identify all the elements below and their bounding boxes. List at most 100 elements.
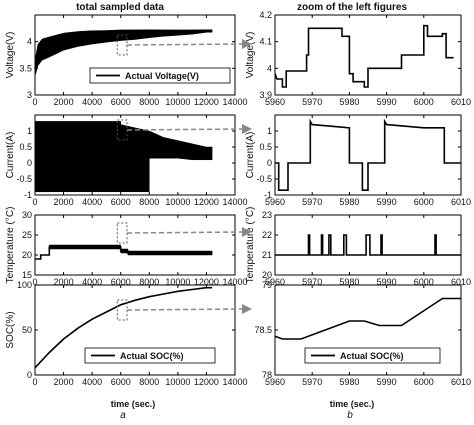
y-axis-label: Voltage(V) xyxy=(5,32,16,79)
x-tick-label: 0 xyxy=(32,197,37,207)
series-band-L2 xyxy=(34,121,213,193)
y-tick-label: 3 xyxy=(27,90,32,100)
panel-R4: 5960 5970 5980 5990 6000 6010 78 78.5 79 Actual S… xyxy=(254,280,471,387)
series-line-R1 xyxy=(274,24,454,88)
zoom-box xyxy=(116,222,128,244)
x-tick-label: 4000 xyxy=(82,97,102,107)
y-tick-label: 25 xyxy=(22,230,32,240)
x-tick-label: 14000 xyxy=(222,277,247,287)
panel-R1: 5960 5970 5980 5990 6000 6010 3.9 4 4.1 4.2 Voltag… xyxy=(245,10,471,107)
zoom-arrow-head xyxy=(242,39,252,49)
x-tick-label: 12000 xyxy=(194,97,219,107)
x-tick-label: 2000 xyxy=(54,277,74,287)
panel-R2: 5960 5970 5980 5990 6000 6010 -1 -0.5 0 0.5 1 Curre… xyxy=(245,114,471,207)
y-tick-label: 20 xyxy=(22,250,32,260)
y-tick-label: 4 xyxy=(27,37,32,47)
zoom-arrow-head xyxy=(242,124,252,134)
x-tick-label: 10000 xyxy=(165,277,190,287)
zoom-indicator-L3 xyxy=(116,222,252,244)
x-tick-label: 5990 xyxy=(377,377,397,387)
x-tick-label: 0 xyxy=(32,97,37,107)
x-tick-label: 14000 xyxy=(222,377,247,387)
y-tick-label: 4 xyxy=(267,63,272,73)
zoom-arrow-line xyxy=(126,308,243,311)
x-tick-label: 5970 xyxy=(302,197,322,207)
zoom-box xyxy=(116,34,128,56)
x-tick-label: 4000 xyxy=(82,277,102,287)
axes-frame xyxy=(274,214,462,276)
x-tick-label: 14000 xyxy=(222,197,247,207)
panel-L2: 0 2000 4000 6000 8000 10000 12000 14000 -1 -0.5 0 0… xyxy=(5,114,248,207)
y-tick-label: 78.5 xyxy=(254,325,272,335)
y-tick-label: -0.5 xyxy=(256,174,272,184)
y-axis-label: SOC(%) xyxy=(5,311,16,348)
left-xlabel: time (sec.) xyxy=(111,399,156,409)
x-tick-label: 4000 xyxy=(82,377,102,387)
y-tick-label: 23 xyxy=(262,210,272,220)
x-tick-label: 6000 xyxy=(111,97,131,107)
series-line-R4 xyxy=(274,297,461,340)
x-tick-label: 5980 xyxy=(339,197,359,207)
legend-label: Actual SOC(%) xyxy=(340,351,404,361)
x-tick-label: 8000 xyxy=(139,377,159,387)
x-tick-label: 6000 xyxy=(414,277,434,287)
x-tick-label: 10000 xyxy=(165,377,190,387)
x-tick-label: 8000 xyxy=(139,197,159,207)
x-tick-label: 5960 xyxy=(265,377,285,387)
right-title: zoom of the left figures xyxy=(297,2,407,13)
y-tick-label: 3.9 xyxy=(259,90,272,100)
y-axis-label: Current(A) xyxy=(5,132,16,179)
axes-frame xyxy=(274,14,462,96)
right-xlabel: time (sec.) xyxy=(330,399,375,409)
x-tick-label: 6000 xyxy=(111,377,131,387)
y-tick-label: 0.5 xyxy=(19,142,32,152)
y-axis-label: Voltage(V) xyxy=(245,32,256,79)
y-tick-label: 22 xyxy=(262,230,272,240)
x-tick-label: 6010 xyxy=(451,197,471,207)
x-tick-label: 12000 xyxy=(194,277,219,287)
zoom-box xyxy=(116,299,128,321)
x-tick-label: 5960 xyxy=(265,97,285,107)
zoom-indicator-L2 xyxy=(116,119,252,141)
series-line-L3 xyxy=(35,246,213,260)
zoom-arrow-line xyxy=(126,43,243,46)
panel-R3: 5960 5970 5980 5990 6000 6010 20 21 22 23 Temperat… xyxy=(245,207,471,287)
x-tick-label: 5980 xyxy=(339,277,359,287)
series-line-L1 xyxy=(34,30,213,69)
x-tick-label: 10000 xyxy=(165,197,190,207)
x-tick-label: 6010 xyxy=(451,277,471,287)
x-tick-label: 0 xyxy=(32,277,37,287)
x-tick-label: 6010 xyxy=(451,97,471,107)
y-tick-label: 1 xyxy=(27,126,32,136)
x-tick-label: 6000 xyxy=(414,97,434,107)
y-tick-label: 15 xyxy=(22,270,32,280)
x-tick-label: 5990 xyxy=(377,97,397,107)
x-tick-label: 12000 xyxy=(194,197,219,207)
x-tick-label: 6000 xyxy=(414,377,434,387)
axes-frame xyxy=(34,14,236,96)
y-tick-label: -1 xyxy=(264,190,272,200)
y-tick-label: 21 xyxy=(262,250,272,260)
legend-label: Actual SOC(%) xyxy=(120,351,184,361)
x-tick-label: 5960 xyxy=(265,197,285,207)
x-tick-label: 0 xyxy=(32,377,37,387)
zoom-arrow-head xyxy=(242,227,252,237)
x-tick-label: 5980 xyxy=(339,97,359,107)
x-tick-label: 5970 xyxy=(302,277,322,287)
y-tick-label: 4.2 xyxy=(259,10,272,20)
legend-label: Actual Voltage(V) xyxy=(125,71,199,81)
y-tick-label: 0.5 xyxy=(259,142,272,152)
x-tick-label: 8000 xyxy=(139,277,159,287)
series-line-L4 xyxy=(34,286,213,369)
panel-L1: 0 2000 4000 6000 8000 10000 12000 14000 3 3.5 4 Vol… xyxy=(5,14,248,107)
x-tick-label: 2000 xyxy=(54,377,74,387)
series-line-R3 xyxy=(275,234,461,256)
y-axis-label: Current(A) xyxy=(245,132,256,179)
zoom-arrow-line xyxy=(126,231,243,234)
x-tick-label: 2000 xyxy=(54,97,74,107)
y-tick-label: 79 xyxy=(262,280,272,290)
left-title: total sampled data xyxy=(76,2,164,13)
y-tick-label: 0 xyxy=(267,158,272,168)
